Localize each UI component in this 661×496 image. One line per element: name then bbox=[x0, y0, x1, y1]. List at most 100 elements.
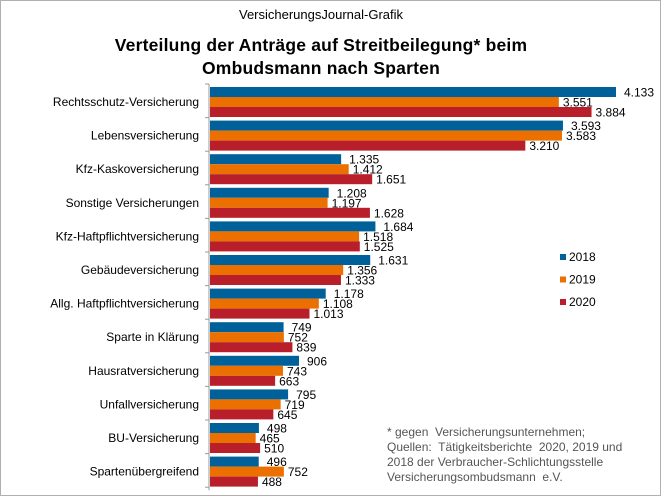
bar-2019 bbox=[210, 197, 328, 208]
data-label: 1.651 bbox=[376, 173, 406, 187]
category-label: Spartenübergreifend bbox=[90, 465, 199, 479]
legend-label: 2020 bbox=[569, 295, 596, 309]
source-label: VersicherungsJournal-Grafik bbox=[238, 7, 404, 22]
bar-2018 bbox=[210, 221, 376, 232]
bar-2018 bbox=[210, 355, 299, 366]
data-label: 488 bbox=[262, 475, 282, 489]
bar-2020 bbox=[210, 107, 592, 117]
legend-swatch-2019 bbox=[560, 276, 566, 283]
data-label: 1.518 bbox=[363, 230, 393, 244]
category-label: Kfz-Kaskoversicherung bbox=[76, 162, 199, 176]
data-label: 906 bbox=[307, 354, 327, 368]
bar-2019 bbox=[210, 399, 281, 410]
data-label: 3.884 bbox=[596, 106, 626, 120]
footnote-line: * gegen Versicherungsunternehmen; bbox=[387, 425, 586, 439]
category-label: Kfz-Haftpflichtversicherung bbox=[56, 229, 199, 243]
footnote-line: 2018 der Verbraucher-Schlichtungsstelle bbox=[387, 455, 604, 469]
bar-2018 bbox=[210, 322, 284, 333]
data-label: 1.631 bbox=[378, 254, 408, 268]
bar-2018 bbox=[210, 423, 259, 433]
legend-label: 2018 bbox=[569, 250, 596, 264]
category-label: BU-Versicherung bbox=[108, 431, 199, 445]
data-label: 795 bbox=[296, 388, 316, 402]
data-label: 752 bbox=[288, 465, 308, 479]
data-label: 1.628 bbox=[374, 206, 404, 220]
bar-2018 bbox=[210, 288, 326, 299]
bar-2019 bbox=[210, 265, 344, 275]
bar-2020 bbox=[210, 476, 258, 487]
bar-2020 bbox=[210, 241, 360, 252]
bar-2018 bbox=[210, 120, 563, 131]
data-label: 4.133 bbox=[624, 86, 654, 100]
footnote: * gegen Versicherungsunternehmen; Quelle… bbox=[387, 425, 622, 485]
bar-2019 bbox=[210, 332, 284, 343]
bar-2019 bbox=[210, 433, 256, 443]
chart-title-line2: Ombudsmann nach Sparten bbox=[202, 58, 440, 78]
category-label: Gebäudeversicherung bbox=[81, 263, 199, 277]
data-label: 3.593 bbox=[571, 119, 601, 133]
bar-2018 bbox=[210, 389, 289, 400]
data-label: 465 bbox=[260, 432, 280, 446]
data-label: 3.583 bbox=[566, 129, 596, 143]
bar-2020 bbox=[210, 140, 526, 151]
data-label: 1.013 bbox=[314, 307, 344, 321]
data-label: 3.210 bbox=[529, 139, 559, 153]
bar-2019 bbox=[210, 231, 360, 242]
bar-2019 bbox=[210, 97, 559, 107]
footnote-line: Quellen: Tätigkeitsberichte 2020, 2019 u… bbox=[387, 440, 623, 454]
bar-2019 bbox=[210, 365, 283, 376]
data-label: 663 bbox=[279, 374, 299, 388]
data-label: 1.333 bbox=[345, 274, 375, 288]
category-label: Sparte in Klärung bbox=[106, 330, 199, 344]
data-label: 498 bbox=[267, 422, 287, 436]
bar-2020 bbox=[210, 375, 276, 386]
bar-2018 bbox=[210, 456, 259, 467]
data-label: 743 bbox=[287, 364, 307, 378]
bar-2019 bbox=[210, 130, 562, 141]
bar-2020 bbox=[210, 207, 370, 218]
data-label: 3.551 bbox=[563, 96, 593, 110]
category-label: Unfallversicherung bbox=[100, 397, 199, 411]
category-label: Sonstige Versicherungen bbox=[66, 196, 199, 210]
bar-2020 bbox=[210, 308, 310, 319]
chart-title-line1: Verteilung der Anträge auf Streitbeilegu… bbox=[114, 35, 528, 55]
category-label: Hausratversicherung bbox=[88, 364, 199, 378]
data-label: 510 bbox=[264, 442, 284, 456]
legend-swatch-2018 bbox=[560, 254, 566, 260]
data-label: 1.684 bbox=[383, 220, 413, 234]
bar-2018 bbox=[210, 87, 616, 97]
bar-2019 bbox=[210, 164, 349, 175]
data-label: 749 bbox=[292, 321, 312, 335]
data-label: 839 bbox=[296, 341, 316, 355]
data-label: 1.178 bbox=[334, 287, 364, 301]
data-label: 1.412 bbox=[353, 163, 383, 177]
data-label: 1.108 bbox=[323, 297, 353, 311]
category-label: Lebensversicherung bbox=[91, 129, 199, 143]
bar-2020 bbox=[210, 174, 373, 185]
legend-swatch-2020 bbox=[560, 299, 566, 305]
data-label: 1.356 bbox=[347, 264, 377, 278]
data-label: 752 bbox=[288, 331, 308, 345]
data-label: 1.197 bbox=[332, 196, 362, 210]
legend-label: 2019 bbox=[569, 273, 596, 287]
data-label: 1.335 bbox=[349, 153, 379, 167]
bar-2020 bbox=[210, 342, 293, 353]
bar-2019 bbox=[210, 466, 284, 477]
data-label: 1.208 bbox=[337, 186, 367, 200]
data-label: 496 bbox=[267, 455, 287, 469]
bar-2020 bbox=[210, 275, 341, 285]
bar-2020 bbox=[210, 443, 261, 453]
bar-2018 bbox=[210, 187, 329, 198]
data-label: 719 bbox=[285, 398, 305, 412]
data-label: 1.525 bbox=[364, 240, 394, 254]
bar-2018 bbox=[210, 255, 371, 265]
data-label: 645 bbox=[277, 408, 297, 422]
footnote-line: Versicherungsombudsmann e.V. bbox=[387, 470, 563, 484]
category-label: Allg. Haftpflichtversicherung bbox=[50, 297, 199, 311]
bar-2018 bbox=[210, 154, 342, 165]
bar-2020 bbox=[210, 409, 274, 420]
category-label: Rechtsschutz-Versicherung bbox=[53, 95, 199, 109]
bar-2019 bbox=[210, 298, 319, 309]
